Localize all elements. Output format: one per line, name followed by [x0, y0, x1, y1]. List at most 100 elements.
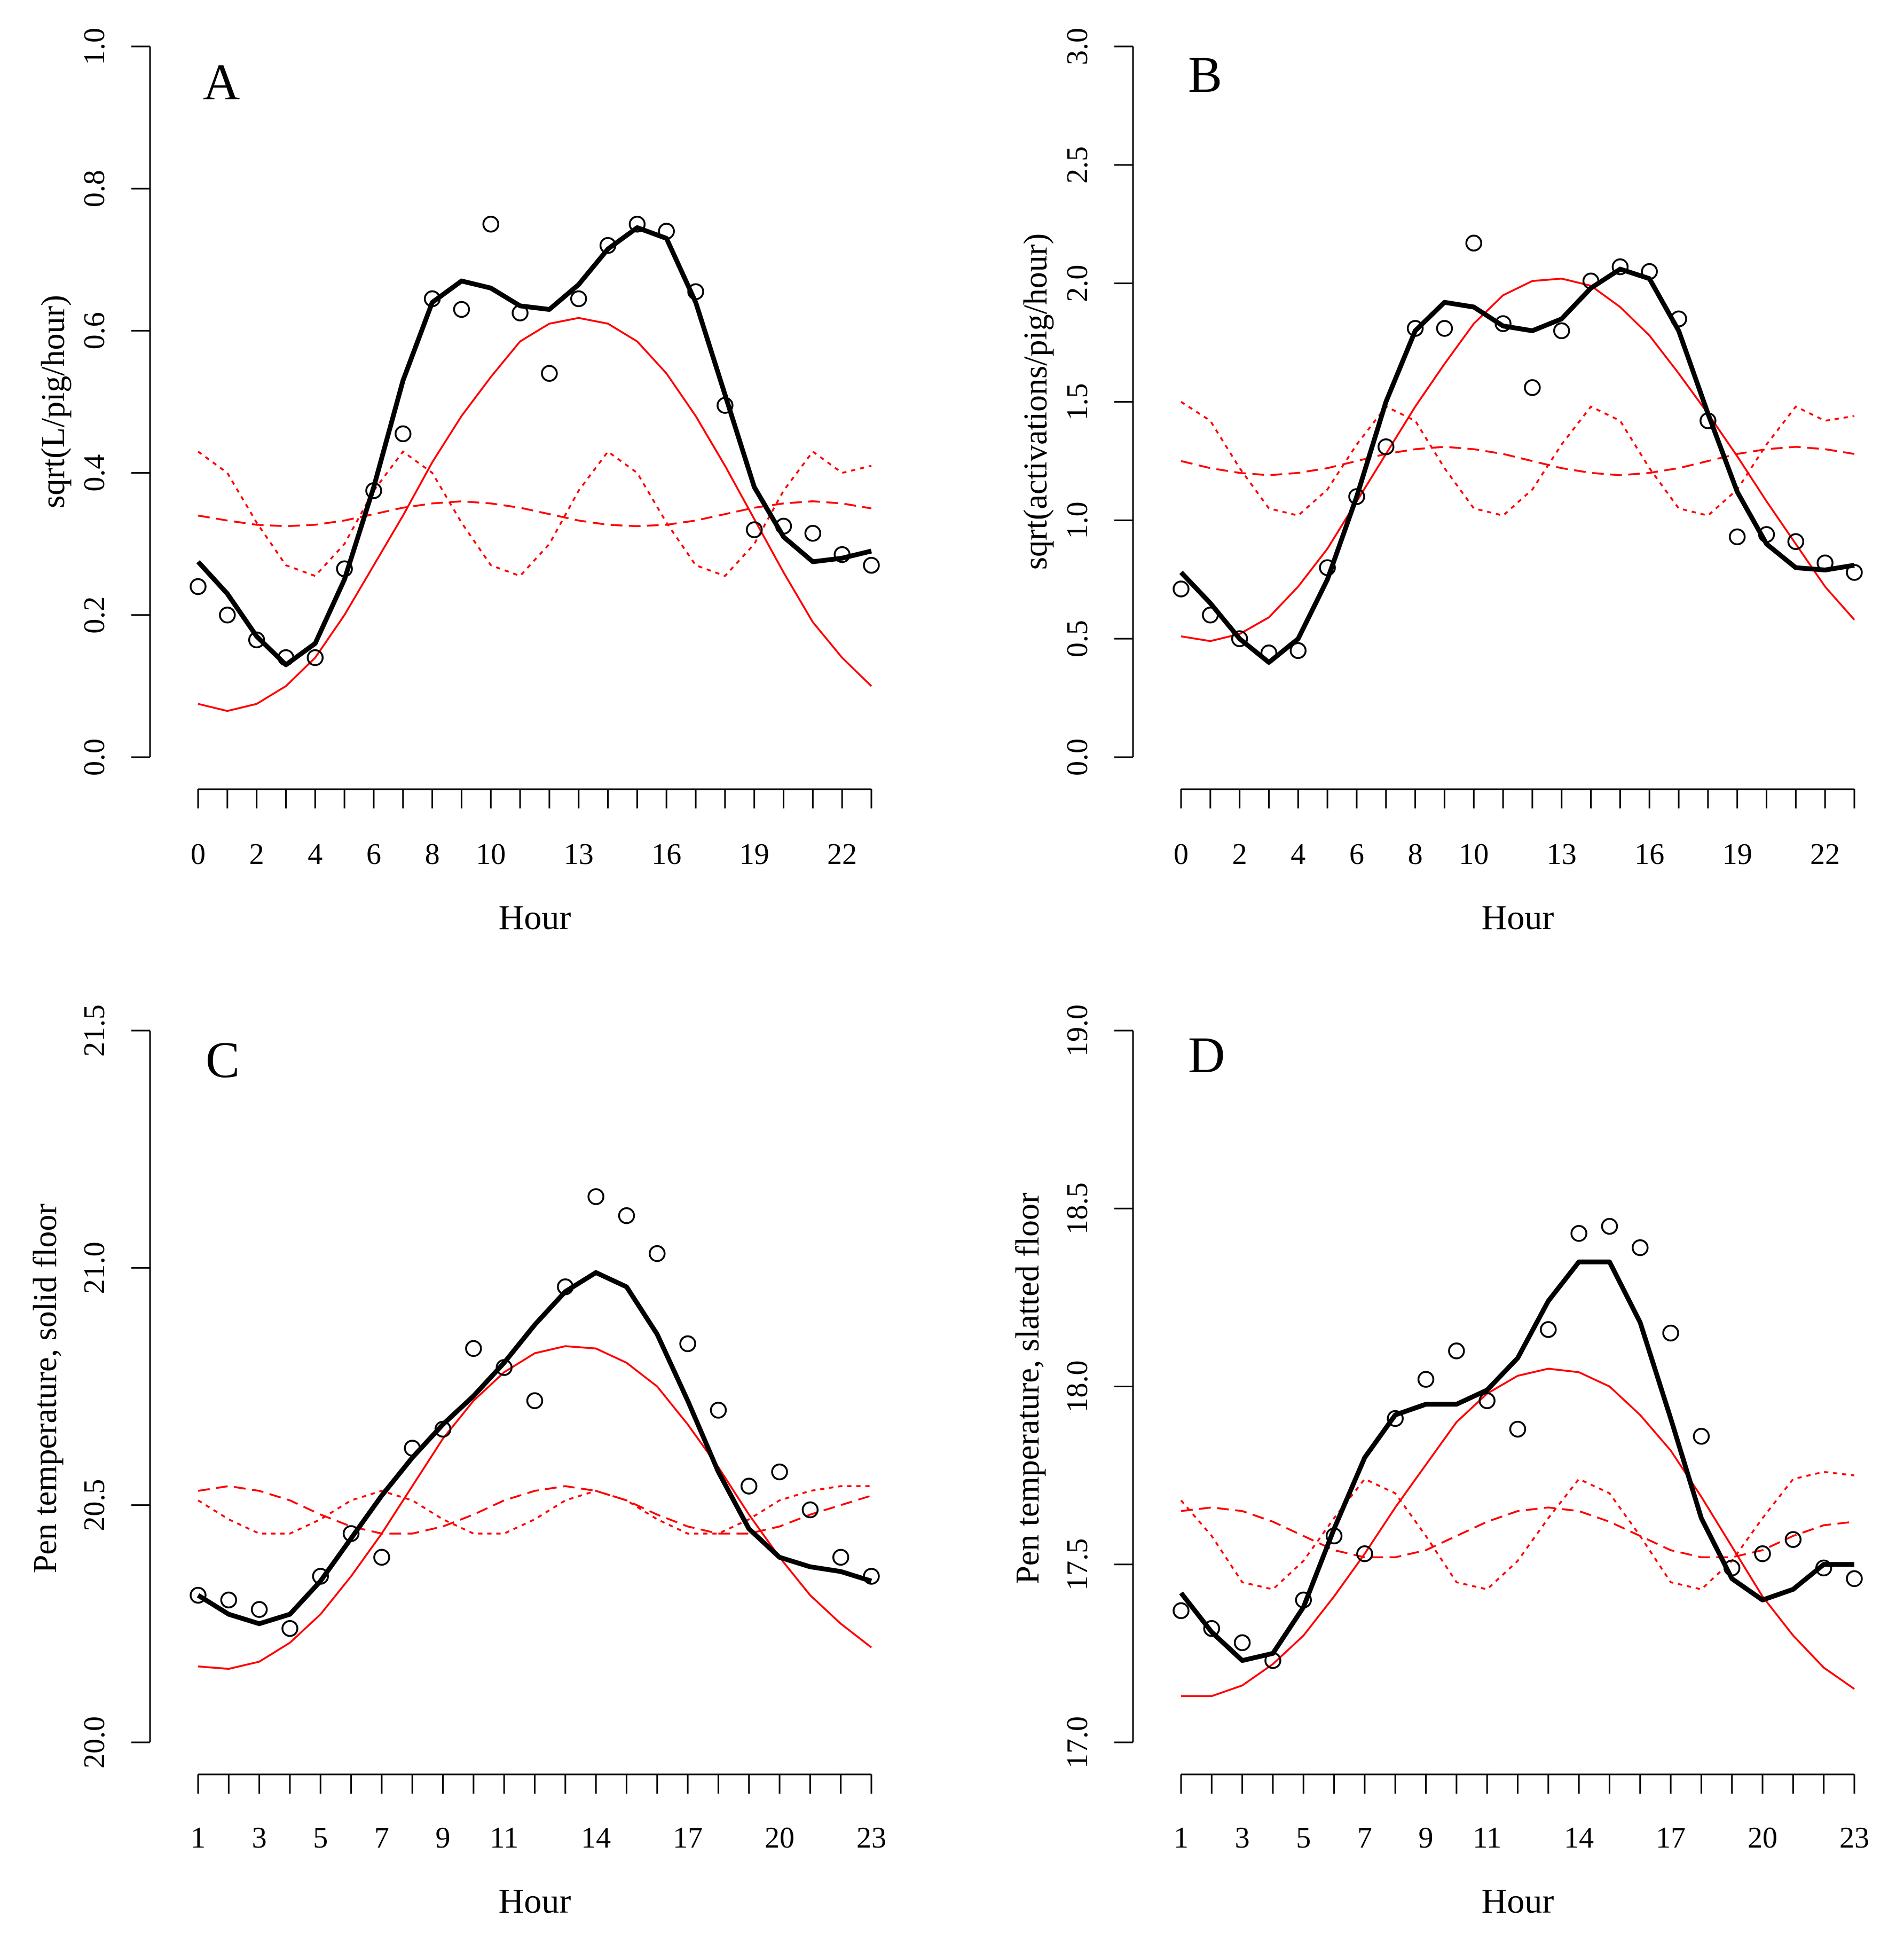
observed-point	[190, 1586, 207, 1604]
y-tick-label: 0.4	[78, 454, 111, 492]
observed-point	[745, 521, 763, 538]
observed-point	[434, 1420, 452, 1438]
observed-point	[801, 1501, 819, 1519]
observed-point	[618, 1207, 635, 1224]
observed-point	[1417, 1371, 1435, 1388]
observed-point	[833, 546, 851, 563]
observed-point	[336, 560, 353, 578]
y-tick-label: 17.0	[1061, 1716, 1094, 1769]
observed-point	[1173, 580, 1190, 598]
y-tick-label: 0.0	[1061, 738, 1094, 776]
observed-point	[526, 1392, 544, 1409]
x-tick-label: 5	[313, 1821, 328, 1855]
observed-point	[863, 556, 880, 574]
y-tick-label: 20.0	[78, 1716, 111, 1769]
x-tick-label: 14	[1564, 1821, 1594, 1855]
x-tick-label: 7	[374, 1821, 389, 1855]
observed-point	[1478, 1392, 1496, 1409]
y-tick-label: 1.0	[1061, 501, 1094, 539]
observed-point	[804, 524, 822, 542]
y-axis-title: sqrt(L/pig/hour)	[35, 295, 72, 508]
x-tick-label: 1	[1174, 1821, 1189, 1855]
observed-point	[1233, 1634, 1251, 1652]
observed-point	[250, 1601, 268, 1618]
x-tick-label: 5	[1296, 1821, 1311, 1855]
y-tick-label: 2.0	[1061, 265, 1094, 302]
observed-point	[482, 216, 500, 233]
harmonic-1-line	[198, 1485, 872, 1535]
y-tick-label: 0.6	[78, 312, 111, 349]
x-tick-label: 10	[476, 838, 506, 871]
x-tick-label: 11	[1473, 1821, 1501, 1855]
x-axis-title: Hour	[1482, 898, 1554, 937]
observed-point	[1448, 1342, 1465, 1360]
observed-point	[1758, 526, 1775, 543]
x-tick-label: 0	[191, 838, 206, 871]
observed-point	[1662, 1324, 1679, 1342]
x-tick-label: 23	[856, 1821, 886, 1855]
y-tick-label: 1.0	[78, 28, 111, 65]
observed-point	[1641, 263, 1658, 280]
observed-point	[628, 216, 646, 233]
observed-point	[495, 1359, 513, 1376]
observed-point	[1202, 607, 1219, 624]
observed-point	[306, 649, 324, 666]
y-tick-label: 0.2	[78, 596, 111, 634]
y-tick-label: 21.5	[78, 1004, 111, 1057]
observed-point	[1494, 315, 1512, 332]
harmonic-2-line	[1181, 401, 1855, 517]
observed-point	[1295, 1591, 1312, 1609]
observed-point	[1816, 554, 1834, 571]
observed-point	[453, 301, 470, 318]
y-tick-label: 19.0	[1061, 1004, 1094, 1057]
observed-point	[1754, 1545, 1771, 1562]
observed-point	[1601, 1217, 1618, 1235]
x-tick-label: 16	[651, 838, 681, 871]
x-tick-label: 8	[425, 838, 440, 871]
x-tick-label: 19	[739, 838, 769, 871]
y-tick-label: 17.5	[1061, 1538, 1094, 1591]
observed-point	[1289, 642, 1307, 659]
observed-point	[658, 223, 675, 240]
x-tick-label: 7	[1357, 1821, 1372, 1855]
smooth-line	[1179, 266, 1855, 665]
observed-point	[587, 1188, 604, 1205]
observed-point	[541, 365, 558, 382]
harmonic-fit-line	[198, 1345, 872, 1670]
observed-point	[395, 425, 412, 443]
observed-point	[717, 397, 734, 414]
observed-point	[1465, 234, 1483, 252]
observed-point	[248, 631, 265, 649]
observed-point	[832, 1549, 849, 1566]
x-tick-label: 23	[1839, 1821, 1869, 1855]
x-tick-label: 6	[1349, 838, 1364, 871]
observed-point	[1264, 1652, 1281, 1669]
x-tick-label: 17	[1656, 1821, 1686, 1855]
y-tick-label: 0.0	[78, 738, 111, 776]
observed-point	[1260, 645, 1278, 662]
observed-point	[1325, 1527, 1343, 1545]
observed-point	[1356, 1545, 1373, 1562]
y-axis-title: sqrt(activations/pig/hour)	[1018, 233, 1054, 570]
observed-point	[679, 1335, 696, 1353]
x-tick-label: 14	[581, 1821, 611, 1855]
observed-point	[373, 1549, 390, 1566]
observed-point	[599, 237, 617, 254]
x-tick-label: 4	[308, 838, 322, 871]
smooth-line	[1179, 1259, 1854, 1663]
observed-point	[190, 578, 207, 595]
observed-point	[863, 1568, 880, 1585]
x-tick-label: 8	[1408, 838, 1423, 871]
y-tick-label: 21.0	[78, 1241, 111, 1294]
observed-point	[1436, 320, 1453, 337]
smooth-line	[196, 225, 872, 667]
observed-point	[1846, 1570, 1863, 1588]
observed-point	[220, 1591, 238, 1609]
x-tick-label: 11	[490, 1821, 518, 1855]
harmonic-1-line	[1181, 1506, 1855, 1559]
x-axis-title: Hour	[1482, 1882, 1554, 1921]
observed-point	[1509, 1420, 1527, 1438]
smooth-line	[196, 1270, 872, 1626]
observed-point	[1319, 559, 1336, 576]
